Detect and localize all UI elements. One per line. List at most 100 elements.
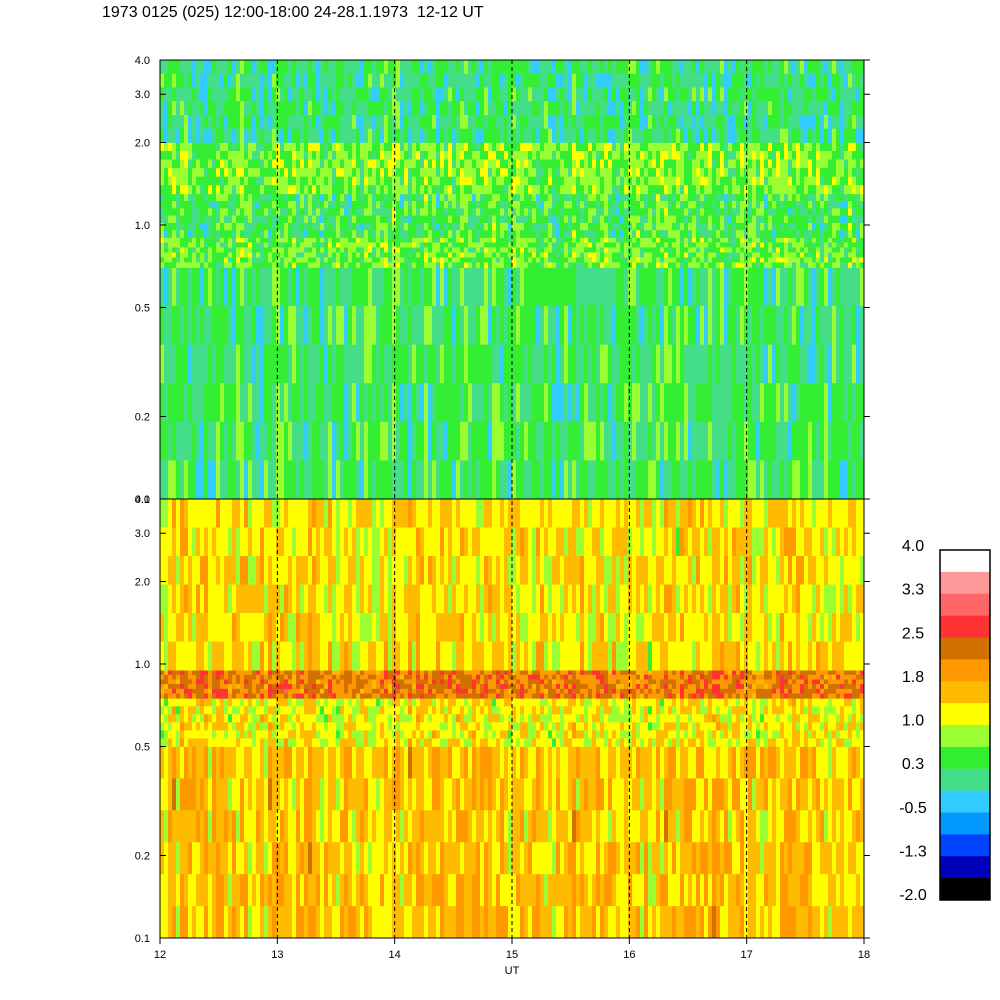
heatmap-cell xyxy=(292,201,297,209)
heatmap-cell xyxy=(272,159,277,169)
heatmap-cell xyxy=(460,306,465,346)
heatmap-cell xyxy=(216,257,221,263)
heatmap-cell xyxy=(792,73,797,88)
heatmap-cell xyxy=(756,208,761,217)
heatmap-cell xyxy=(476,230,481,238)
heatmap-cell xyxy=(684,230,689,238)
heatmap-cell xyxy=(172,383,177,423)
heatmap-cell xyxy=(280,142,285,152)
heatmap-cell xyxy=(712,230,717,238)
heatmap-cell xyxy=(300,87,305,102)
heatmap-cell xyxy=(700,142,705,152)
heatmap-cell xyxy=(772,230,777,238)
heatmap-cell xyxy=(408,344,413,384)
heatmap-cell xyxy=(208,252,213,258)
heatmap-cell xyxy=(488,383,493,423)
heatmap-cell xyxy=(292,252,297,258)
heatmap-cell xyxy=(244,242,249,248)
heatmap-cell xyxy=(548,159,553,169)
heatmap-cell xyxy=(568,222,573,231)
heatmap-cell xyxy=(604,247,609,253)
heatmap-cell xyxy=(700,101,705,116)
heatmap-cell xyxy=(244,237,249,243)
heatmap-cell xyxy=(188,201,193,209)
heatmap-cell xyxy=(308,142,313,152)
heatmap-cell xyxy=(696,87,701,102)
heatmap-cell xyxy=(808,344,813,384)
heatmap-cell xyxy=(704,262,709,268)
heatmap-cell xyxy=(792,215,797,224)
heatmap-cell xyxy=(600,201,605,209)
heatmap-cell xyxy=(812,222,817,231)
heatmap-cell xyxy=(556,230,561,238)
heatmap-cell xyxy=(384,257,389,263)
heatmap-cell xyxy=(504,237,509,243)
heatmap-cell xyxy=(320,128,325,143)
heatmap-cell xyxy=(764,344,769,384)
heatmap-cell xyxy=(680,201,685,209)
heatmap-cell xyxy=(784,101,789,116)
heatmap-cell xyxy=(520,193,525,202)
heatmap-cell xyxy=(732,208,737,217)
heatmap-cell xyxy=(320,222,325,231)
heatmap-cell xyxy=(624,185,629,195)
heatmap-cell xyxy=(792,237,797,243)
heatmap-cell xyxy=(616,222,621,231)
heatmap-cell xyxy=(648,208,653,217)
heatmap-cell xyxy=(252,215,257,224)
heatmap-cell xyxy=(172,60,177,75)
heatmap-cell xyxy=(800,151,805,160)
heatmap-cell xyxy=(352,230,357,238)
heatmap-cell xyxy=(612,252,617,258)
heatmap-cell xyxy=(212,73,217,88)
heatmap-cell xyxy=(432,222,437,231)
heatmap-cell xyxy=(328,87,333,102)
heatmap-cell xyxy=(220,168,225,178)
heatmap-cell xyxy=(432,185,437,195)
heatmap-cell xyxy=(292,73,297,88)
heatmap-cell xyxy=(532,142,537,152)
heatmap-cell xyxy=(464,208,469,217)
heatmap-cell xyxy=(208,142,213,152)
heatmap-cell xyxy=(336,267,341,307)
heatmap-cell xyxy=(444,142,449,152)
heatmap-cell xyxy=(520,344,525,384)
heatmap-cell xyxy=(160,176,165,186)
heatmap-cell xyxy=(452,142,457,152)
heatmap-cell xyxy=(532,421,537,461)
heatmap-cell xyxy=(824,201,829,209)
heatmap-cell xyxy=(472,142,477,152)
heatmap-cell xyxy=(596,215,601,224)
heatmap-cell xyxy=(668,215,673,224)
heatmap-cell xyxy=(768,142,773,152)
heatmap-cell xyxy=(372,208,377,217)
heatmap-cell xyxy=(456,60,461,75)
heatmap-cell xyxy=(660,208,665,217)
heatmap-cell xyxy=(652,230,657,238)
heatmap-cell xyxy=(360,306,365,346)
heatmap-cell xyxy=(260,344,265,384)
heatmap-cell xyxy=(784,60,789,75)
heatmap-cell xyxy=(348,222,353,231)
heatmap-cell xyxy=(324,73,329,88)
heatmap-cell xyxy=(580,222,585,231)
heatmap-cell xyxy=(688,267,693,307)
heatmap-cell xyxy=(464,267,469,307)
heatmap-cell xyxy=(212,201,217,209)
heatmap-cell xyxy=(480,168,485,178)
heatmap-cell xyxy=(468,247,473,253)
heatmap-cell xyxy=(344,168,349,178)
heatmap-cell xyxy=(372,421,377,461)
heatmap-cell xyxy=(628,101,633,116)
heatmap-cell xyxy=(640,215,645,224)
heatmap-cell xyxy=(684,60,689,75)
heatmap-cell xyxy=(644,344,649,384)
heatmap-cell xyxy=(552,460,557,500)
heatmap-cell xyxy=(456,222,461,231)
heatmap-cell xyxy=(512,262,517,268)
heatmap-cell xyxy=(500,128,505,143)
heatmap-cell xyxy=(384,159,389,169)
heatmap-cell xyxy=(248,242,253,248)
heatmap-cell xyxy=(796,230,801,238)
heatmap-cell xyxy=(648,73,653,88)
